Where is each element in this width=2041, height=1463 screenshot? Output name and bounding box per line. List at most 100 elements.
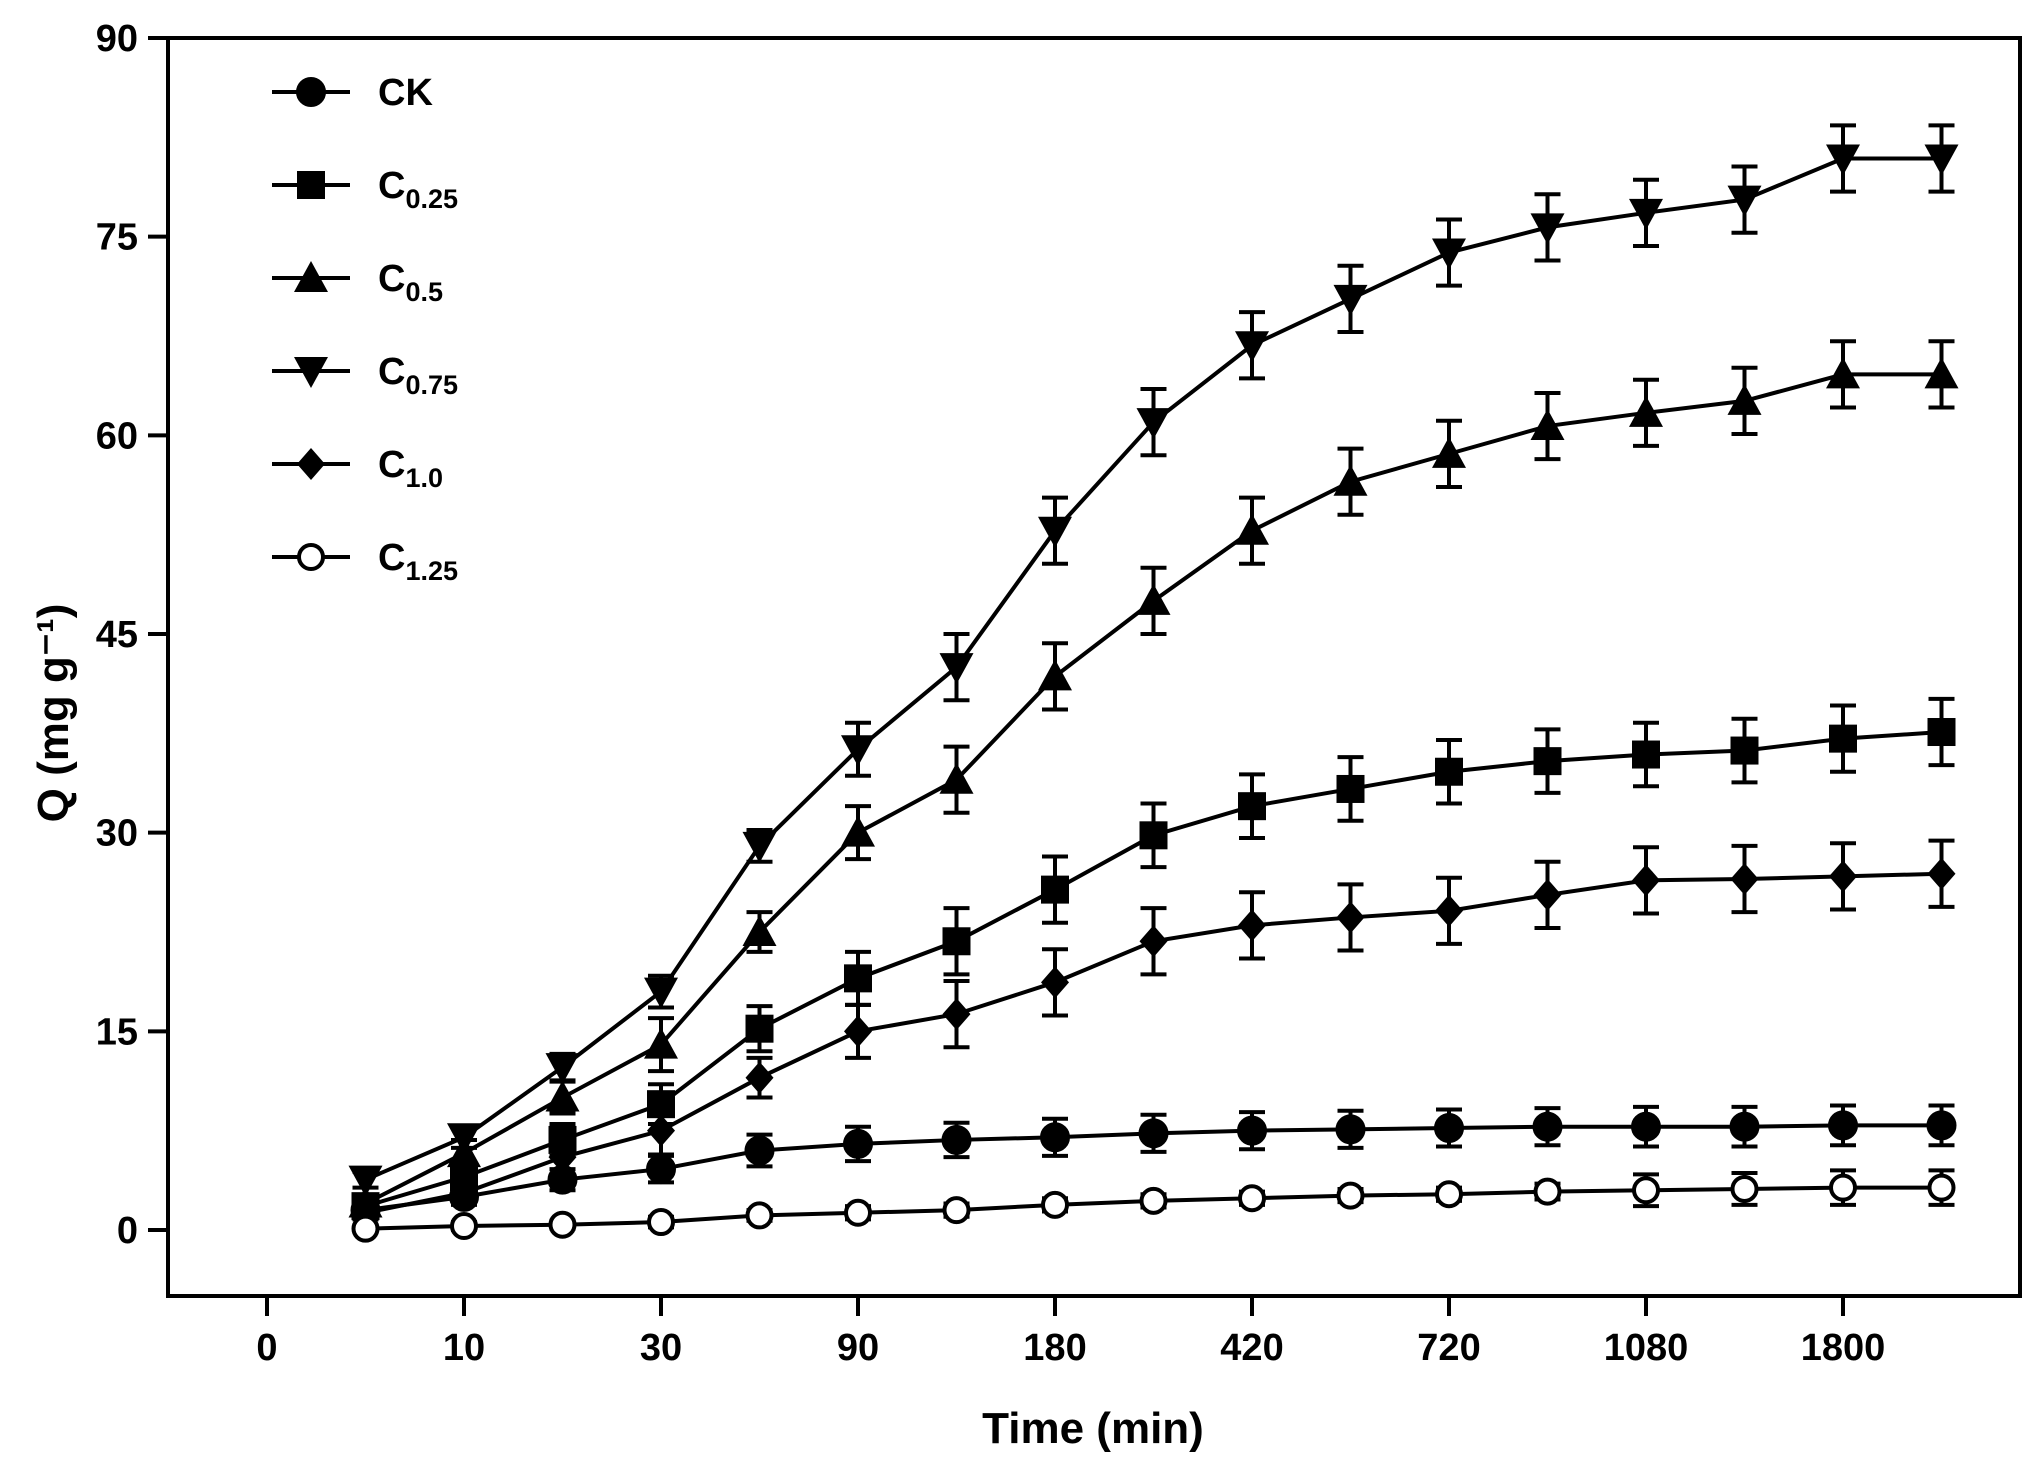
series-line: [364, 156, 1942, 1182]
series-2: [348, 339, 1959, 1218]
series-line: [364, 372, 1942, 1206]
data-point: [745, 1061, 774, 1094]
data-point: [745, 1201, 774, 1230]
data-point: [1927, 718, 1956, 747]
legend-marker: [296, 77, 326, 107]
legend-item: CK: [272, 72, 433, 114]
plot-border: [166, 36, 2022, 1298]
data-point: [545, 1080, 580, 1112]
data-point: [1041, 1190, 1069, 1219]
x-tick-label: 180: [1023, 1327, 1086, 1369]
data-point: [1237, 1115, 1267, 1146]
data-point: [548, 1210, 577, 1239]
data-point: [942, 927, 971, 956]
y-tick-label: 90: [96, 18, 138, 60]
y-axis: 0 15 30 45 60 75 90: [96, 18, 168, 1252]
data-point: [1235, 513, 1269, 545]
legend-label: C1.0: [378, 444, 443, 493]
data-point: [1041, 875, 1069, 904]
data-point: [1434, 1113, 1464, 1144]
data-point: [745, 1014, 774, 1043]
legend-item: C0.75: [272, 351, 458, 400]
data-point: [1138, 1118, 1169, 1149]
data-point: [647, 1208, 675, 1237]
data-point: [1530, 409, 1565, 441]
data-point: [1730, 1174, 1759, 1203]
data-point: [942, 998, 971, 1031]
legend: CK C0.25 C0.5 C0.75 C1.0 C1.25: [272, 72, 458, 586]
data-point: [1038, 516, 1072, 548]
data-point: [1632, 1176, 1660, 1205]
x-tick-label: 420: [1220, 1327, 1283, 1369]
data-point: [1730, 736, 1759, 765]
data-point: [1631, 1111, 1661, 1142]
series-layer: [348, 123, 1959, 1243]
data-point: [1435, 757, 1463, 786]
data-point: [1435, 1180, 1463, 1209]
data-point: [1139, 821, 1168, 850]
data-point: [1829, 1173, 1857, 1202]
x-tick-label: 0: [256, 1327, 277, 1369]
series-5: [351, 1168, 1956, 1243]
data-point: [1533, 1177, 1562, 1206]
data-point: [844, 1015, 872, 1048]
data-point: [646, 1154, 676, 1185]
x-tick-label: 30: [640, 1327, 682, 1369]
x-tick-label: 90: [837, 1327, 879, 1369]
data-point: [939, 762, 974, 794]
data-point: [742, 831, 777, 863]
data-point: [1629, 395, 1663, 427]
legend-marker: [294, 357, 328, 388]
data-point: [1435, 894, 1463, 927]
data-point: [1927, 857, 1956, 890]
data-point: [1533, 878, 1562, 911]
data-point: [647, 1114, 675, 1147]
data-point: [841, 735, 875, 767]
data-point: [1829, 860, 1857, 893]
data-point: [1333, 284, 1368, 316]
data-point: [1727, 185, 1762, 217]
data-point: [1136, 583, 1171, 615]
data-point: [844, 1198, 872, 1227]
data-point: [1238, 792, 1266, 821]
legend-marker: [297, 171, 325, 199]
data-point: [1040, 1122, 1070, 1153]
x-axis-title: Time (min): [982, 1404, 1204, 1453]
data-point: [644, 977, 678, 1009]
x-tick-label: 1080: [1604, 1327, 1689, 1369]
data-point: [1533, 747, 1562, 776]
x-tick-label: 10: [443, 1327, 485, 1369]
legend-item: C1.25: [272, 537, 458, 586]
data-point: [351, 1214, 380, 1243]
data-point: [744, 1135, 775, 1166]
data-point: [1041, 966, 1069, 999]
legend-item: C1.0: [272, 444, 443, 493]
data-point: [447, 1123, 481, 1155]
data-point: [1926, 1110, 1957, 1141]
legend-label: CK: [378, 72, 433, 114]
y-tick-label: 30: [96, 813, 138, 855]
data-point: [450, 1176, 478, 1209]
data-point: [1333, 464, 1368, 496]
y-tick-label: 45: [96, 614, 138, 656]
data-point: [942, 1196, 971, 1225]
data-point: [1629, 198, 1663, 230]
data-point: [1927, 1173, 1956, 1202]
legend-marker: [297, 448, 325, 480]
data-point: [1235, 331, 1269, 363]
y-tick-label: 15: [96, 1011, 138, 1053]
data-point: [939, 653, 974, 685]
legend-label: C0.25: [378, 165, 458, 214]
data-point: [348, 1165, 383, 1197]
legend-marker: [297, 543, 325, 571]
data-point: [1139, 925, 1168, 958]
data-point: [1826, 357, 1860, 389]
data-point: [1336, 901, 1365, 934]
data-point: [545, 1053, 580, 1085]
legend-label: C1.25: [378, 537, 458, 586]
data-point: [1335, 1114, 1366, 1145]
x-tick-label: 1800: [1801, 1327, 1886, 1369]
y-tick-label: 75: [96, 217, 138, 259]
data-point: [841, 815, 875, 847]
